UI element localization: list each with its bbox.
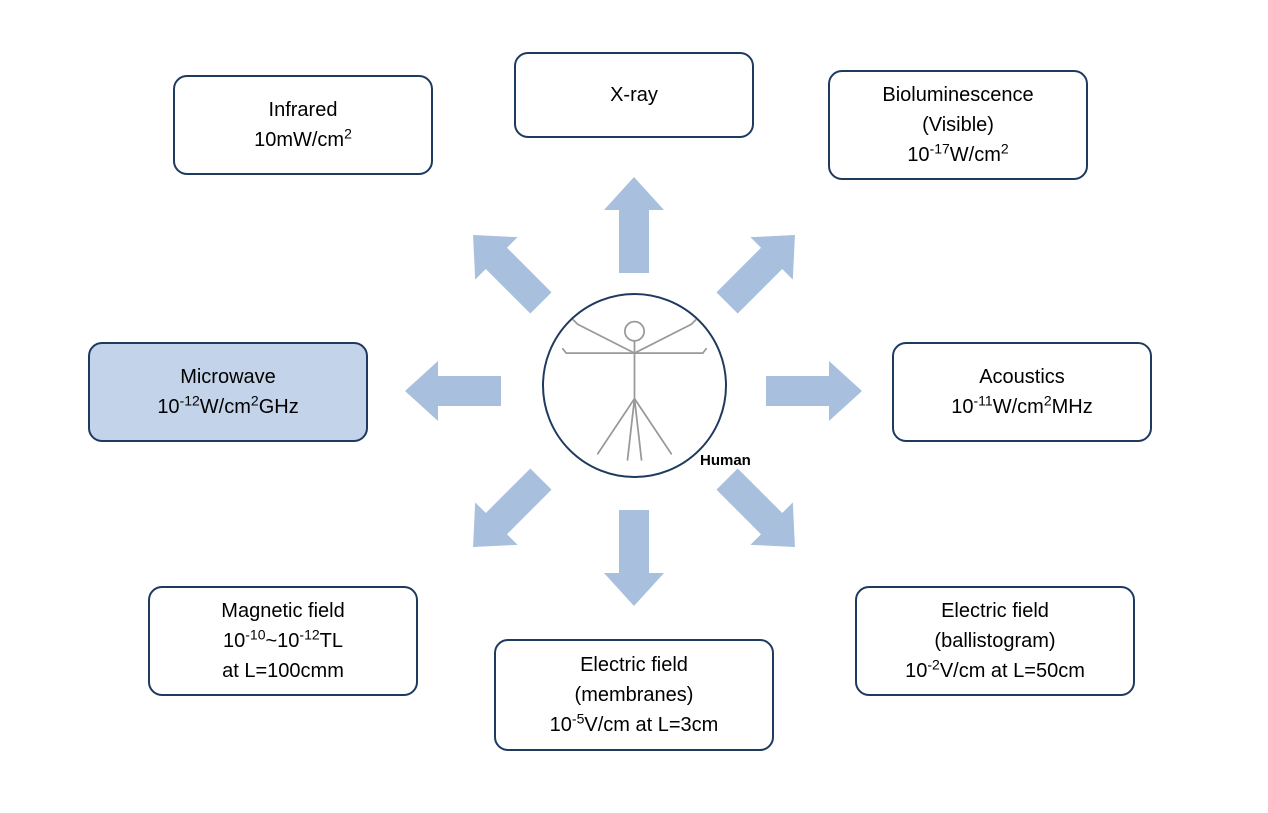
center-circle <box>542 293 727 478</box>
vitruvian-figure-icon <box>547 298 722 473</box>
node-acoustics-line: Acoustics <box>979 362 1065 392</box>
center-human: Human <box>542 293 727 478</box>
node-bioluminescence-line: 10-17W/cm2 <box>907 140 1008 170</box>
node-microwave-line: Microwave <box>180 362 276 392</box>
node-electric-membranes: Electric field(membranes)10-5V/cm at L=3… <box>494 639 774 751</box>
arrow-down <box>604 510 664 606</box>
center-label: Human <box>700 452 751 469</box>
node-bioluminescence-line: (Visible) <box>922 110 994 140</box>
node-microwave: Microwave10-12W/cm2GHz <box>88 342 368 442</box>
node-xray: X-ray <box>514 52 754 138</box>
node-electric-ballistogram-line: 10-2V/cm at L=50cm <box>905 656 1085 686</box>
node-magnetic-line: at L=100cmm <box>222 656 344 686</box>
node-magnetic: Magnetic field10-10~10-12TLat L=100cmm <box>148 586 418 696</box>
node-electric-membranes-line: 10-5V/cm at L=3cm <box>550 710 719 740</box>
node-magnetic-line: Magnetic field <box>221 596 344 626</box>
node-bioluminescence-line: Bioluminescence <box>882 80 1033 110</box>
node-bioluminescence: Bioluminescence(Visible)10-17W/cm2 <box>828 70 1088 180</box>
node-electric-membranes-line: Electric field <box>580 650 688 680</box>
node-electric-ballistogram-line: (ballistogram) <box>934 626 1055 656</box>
node-microwave-line: 10-12W/cm2GHz <box>157 392 298 422</box>
node-electric-ballistogram: Electric field(ballistogram)10-2V/cm at … <box>855 586 1135 696</box>
node-acoustics-line: 10-11W/cm2MHz <box>951 392 1092 422</box>
arrow-up <box>604 177 664 273</box>
node-magnetic-line: 10-10~10-12TL <box>223 626 343 656</box>
node-acoustics: Acoustics10-11W/cm2MHz <box>892 342 1152 442</box>
arrow-right <box>766 361 862 421</box>
arrow-left <box>405 361 501 421</box>
node-infrared-line: 10mW/cm2 <box>254 125 352 155</box>
node-electric-membranes-line: (membranes) <box>575 680 694 710</box>
node-xray-line: X-ray <box>610 80 658 110</box>
node-infrared-line: Infrared <box>269 95 338 125</box>
node-electric-ballistogram-line: Electric field <box>941 596 1049 626</box>
node-infrared: Infrared10mW/cm2 <box>173 75 433 175</box>
